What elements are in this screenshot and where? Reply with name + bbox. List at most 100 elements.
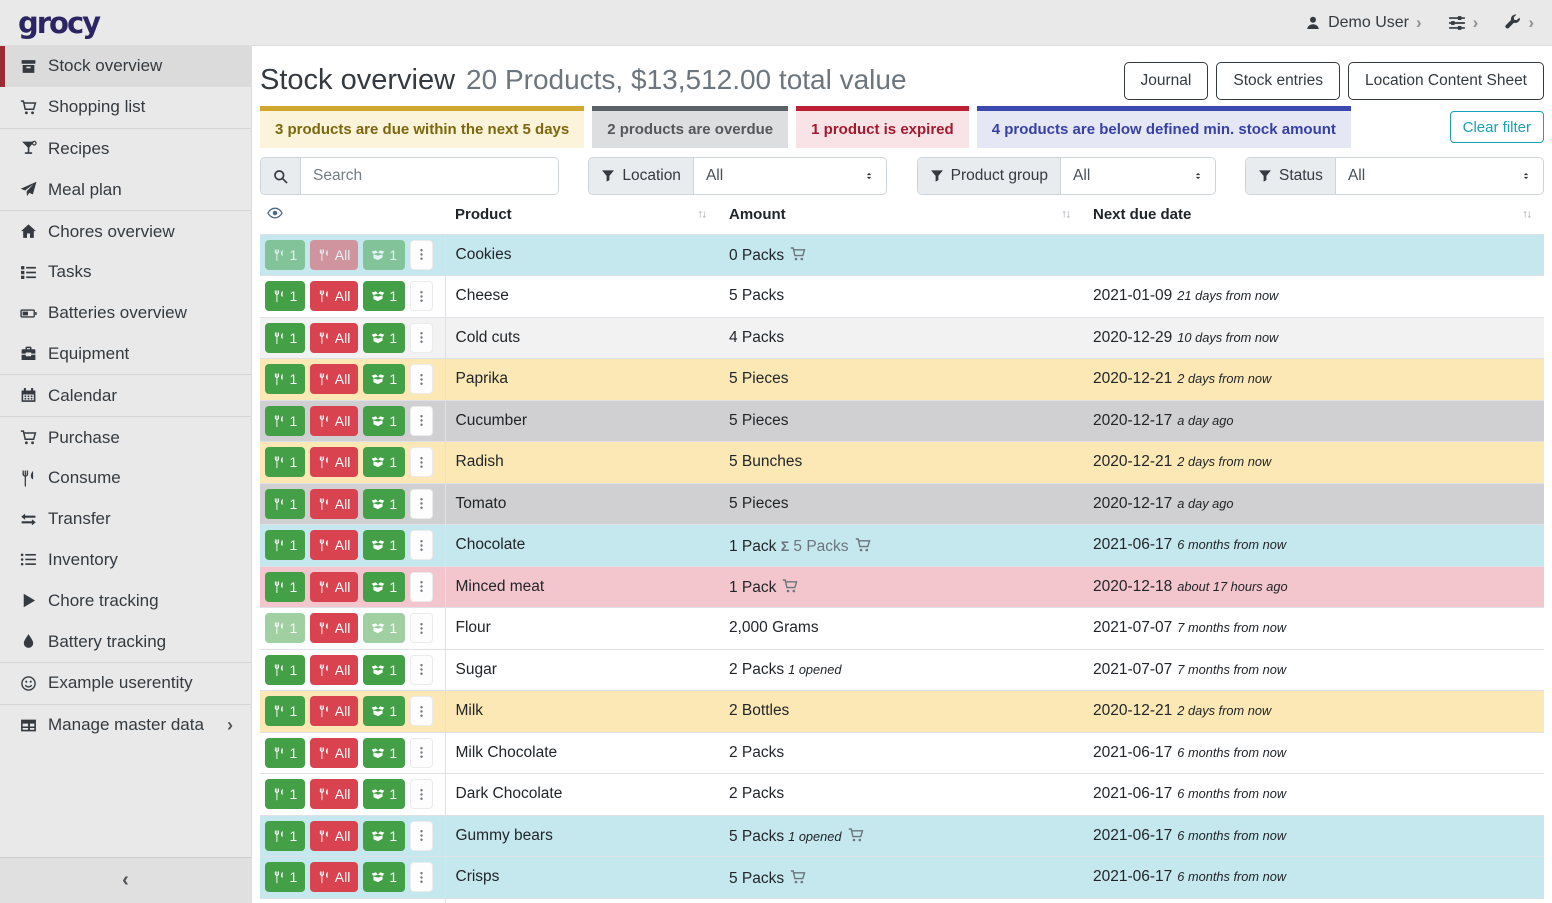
consume-one-button[interactable]: 1 <box>265 281 306 312</box>
open-one-button[interactable]: 1 <box>363 779 406 810</box>
consume-one-button[interactable]: 1 <box>265 820 306 851</box>
consume-one-button[interactable]: 1 <box>265 447 306 478</box>
sidebar-item-chore-tracking[interactable]: Chore tracking <box>0 580 251 621</box>
table-row[interactable]: 1 All 1 Tomato 5 Pieces 2020-12-17 a day ago <box>260 482 1544 525</box>
sidebar-item-battery-tracking[interactable]: Battery tracking <box>0 621 251 662</box>
table-row[interactable]: 1 All 1 Milk Chocolate 2 Packs 2021-06-17 6 mo… <box>260 731 1544 774</box>
sidebar-item-batteries-overview[interactable]: Batteries overview <box>0 293 251 334</box>
open-one-button[interactable]: 1 <box>363 364 406 395</box>
consume-all-button[interactable]: All <box>310 447 359 478</box>
table-row[interactable]: 1 All 1 Cookies 0 Packs <box>260 233 1544 276</box>
settings-menu[interactable]: › <box>1448 14 1478 32</box>
sidebar-item-tasks[interactable]: Tasks <box>0 252 251 293</box>
sidebar-item-meal-plan[interactable]: Meal plan <box>0 169 251 210</box>
column-header-next-due-date[interactable]: Next due date <box>1083 202 1544 234</box>
row-menu-button[interactable] <box>410 779 434 810</box>
sidebar-item-equipment[interactable]: Equipment <box>0 334 251 375</box>
open-one-button[interactable]: 1 <box>363 405 406 436</box>
table-row[interactable]: 1 All 1 Crisps 5 Packs 2021-06-17 6 months fro… <box>260 856 1544 898</box>
row-menu-button[interactable] <box>410 322 434 353</box>
table-row[interactable]: 1 All 1 Radish 5 Bunches 2020-12-21 2 days fro… <box>260 441 1544 483</box>
consume-one-button[interactable]: 1 <box>265 696 306 727</box>
consume-all-button[interactable]: All <box>310 862 359 893</box>
consume-all-button[interactable]: All <box>310 405 359 436</box>
consume-all-button[interactable]: All <box>310 571 359 602</box>
open-one-button[interactable]: 1 <box>363 862 406 893</box>
sidebar-item-calendar[interactable]: Calendar <box>0 375 251 416</box>
table-row[interactable]: 1 All 1 Milk 2 Bottles 2020-12-21 2 days from … <box>260 690 1544 732</box>
filter-message-primary[interactable]: 4 products are below defined min. stock … <box>976 106 1351 148</box>
filter-message-secondary[interactable]: 2 products are overdue <box>592 106 789 148</box>
consume-all-button[interactable]: All <box>310 488 359 519</box>
open-one-button[interactable]: 1 <box>363 281 406 312</box>
filter-message-warning[interactable]: 3 products are due within the next 5 day… <box>260 106 585 148</box>
table-row[interactable]: 1 All 1 Cheese 5 Packs 2021-01-09 21 days from… <box>260 275 1544 317</box>
table-row[interactable]: 1 All 1 Sugar 2 Packs 1 opened 2021-07-07 7 mon… <box>260 648 1544 691</box>
table-row[interactable]: 1 All 1 Chocolate 1 Pack Σ 5 Packs 2021-06-17… <box>260 524 1544 566</box>
stock-entries-button[interactable]: Stock entries <box>1216 61 1340 100</box>
row-menu-button[interactable] <box>410 488 434 519</box>
consume-all-button[interactable]: All <box>310 281 359 312</box>
consume-one-button[interactable]: 1 <box>265 654 306 685</box>
open-one-button[interactable]: 1 <box>363 820 406 851</box>
user-menu[interactable]: Demo User › <box>1305 14 1422 32</box>
sidebar-item-transfer[interactable]: Transfer <box>0 499 251 540</box>
consume-one-button[interactable]: 1 <box>265 862 306 893</box>
consume-all-button[interactable]: All <box>310 613 359 644</box>
sidebar-item-purchase[interactable]: Purchase <box>0 417 251 458</box>
consume-all-button[interactable]: All <box>310 654 359 685</box>
row-menu-button[interactable] <box>410 447 434 478</box>
consume-all-button[interactable]: All <box>310 239 359 270</box>
row-menu-button[interactable] <box>410 654 434 685</box>
sidebar-item-chores-overview[interactable]: Chores overview <box>0 211 251 252</box>
consume-one-button[interactable]: 1 <box>265 364 306 395</box>
open-one-button[interactable]: 1 <box>363 571 406 602</box>
table-row[interactable]: 1 All 1 Cucumber 5 Pieces 2020-12-17 a day ago <box>260 399 1544 442</box>
sidebar-item-example-userentity[interactable]: Example userentity <box>0 663 251 704</box>
table-row[interactable]: 1 All 1 Gummy bears 5 Packs 1 opened 2021-06-1… <box>260 814 1544 857</box>
consume-all-button[interactable]: All <box>310 779 359 810</box>
sidebar-item-recipes[interactable]: Recipes <box>0 129 251 170</box>
consume-all-button[interactable]: All <box>310 696 359 727</box>
journal-button[interactable]: Journal <box>1123 61 1209 100</box>
sidebar-item-stock-overview[interactable]: Stock overview <box>0 46 251 87</box>
column-header-amount[interactable]: Amount <box>719 202 1083 234</box>
consume-all-button[interactable]: All <box>310 530 359 561</box>
consume-one-button[interactable]: 1 <box>265 322 306 353</box>
column-header-product[interactable]: Product <box>445 202 719 234</box>
open-one-button[interactable]: 1 <box>363 239 406 270</box>
table-row[interactable]: 1 All 1 Paprika 5 Pieces 2020-12-21 2 days fro… <box>260 358 1544 400</box>
sidebar-item-inventory[interactable]: Inventory <box>0 540 251 581</box>
consume-all-button[interactable]: All <box>310 737 359 768</box>
consume-all-button[interactable]: All <box>310 322 359 353</box>
product-group-select[interactable]: All <box>1061 158 1215 194</box>
consume-one-button[interactable]: 1 <box>265 571 306 602</box>
open-one-button[interactable]: 1 <box>363 530 406 561</box>
row-menu-button[interactable] <box>410 239 434 270</box>
row-menu-button[interactable] <box>410 530 434 561</box>
location-select[interactable]: All <box>694 158 886 194</box>
consume-one-button[interactable]: 1 <box>265 488 306 519</box>
consume-all-button[interactable]: All <box>310 364 359 395</box>
consume-all-button[interactable]: All <box>310 820 359 851</box>
sidebar-item-shopping-list[interactable]: Shopping list <box>0 87 251 128</box>
row-menu-button[interactable] <box>410 281 434 312</box>
consume-one-button[interactable]: 1 <box>265 530 306 561</box>
sidebar-item-manage-master-data[interactable]: Manage master data › <box>0 705 251 746</box>
visibility-column-header[interactable] <box>260 202 445 234</box>
row-menu-button[interactable] <box>410 820 434 851</box>
open-one-button[interactable]: 1 <box>363 696 406 727</box>
consume-one-button[interactable]: 1 <box>265 779 306 810</box>
table-row[interactable]: 1 All 1 Flour 2,000 Grams 2021-07-07 7 months … <box>260 607 1544 649</box>
location-content-sheet-button[interactable]: Location Content Sheet <box>1347 61 1544 100</box>
consume-one-button[interactable]: 1 <box>265 405 306 436</box>
open-one-button[interactable]: 1 <box>363 322 406 353</box>
consume-one-button[interactable]: 1 <box>265 737 306 768</box>
sidebar-item-consume[interactable]: Consume <box>0 458 251 499</box>
row-menu-button[interactable] <box>410 696 434 727</box>
search-input[interactable] <box>301 158 558 194</box>
status-select[interactable]: All <box>1336 158 1543 194</box>
row-menu-button[interactable] <box>410 364 434 395</box>
row-menu-button[interactable] <box>410 405 434 436</box>
